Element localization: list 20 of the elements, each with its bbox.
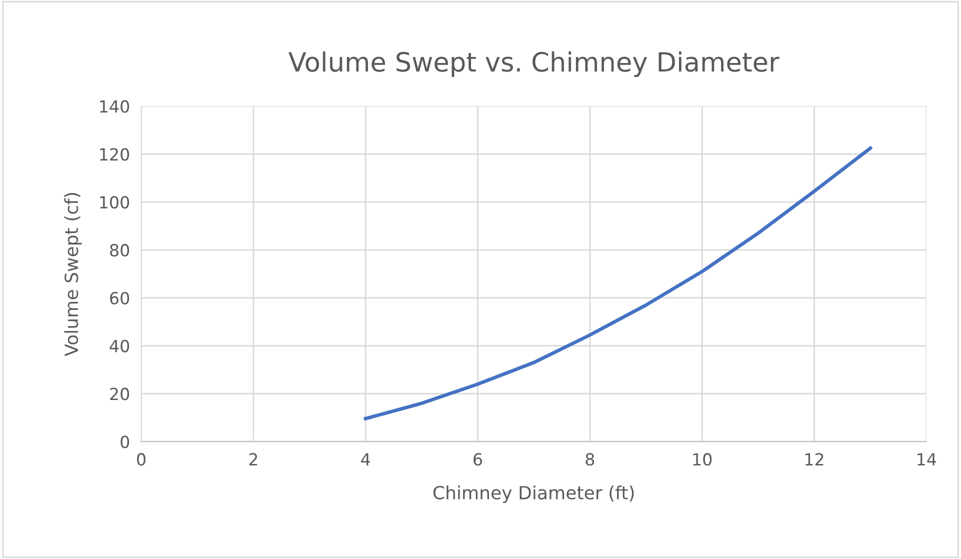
- x-tick-label: 12: [805, 453, 824, 466]
- y-tick-label: 40: [110, 340, 130, 352]
- y-tick-label: 100: [100, 196, 130, 209]
- x-tick-label: 0: [137, 453, 146, 466]
- x-axis-title: Chimney Diameter (ft): [433, 486, 634, 503]
- y-tick-label: 0: [120, 436, 130, 448]
- x-tick-label: 8: [586, 453, 594, 466]
- y-tick-label: 140: [100, 100, 130, 113]
- x-tick-label: 14: [918, 453, 936, 466]
- x-tick-label: 6: [474, 453, 482, 466]
- x-tick-label: 4: [361, 453, 370, 466]
- chart-title: Volume Swept vs. Chimney Diameter: [288, 51, 780, 77]
- y-tick-label: 120: [100, 148, 130, 161]
- y-tick-label: 20: [110, 388, 130, 400]
- line-series: [364, 146, 872, 420]
- y-tick-label: 60: [110, 292, 130, 304]
- y-tick-label: 80: [110, 244, 130, 257]
- x-tick-label: 2: [249, 453, 258, 466]
- y-axis-title: Volume Swept (cf): [64, 193, 82, 356]
- x-tick-label: 10: [693, 453, 712, 466]
